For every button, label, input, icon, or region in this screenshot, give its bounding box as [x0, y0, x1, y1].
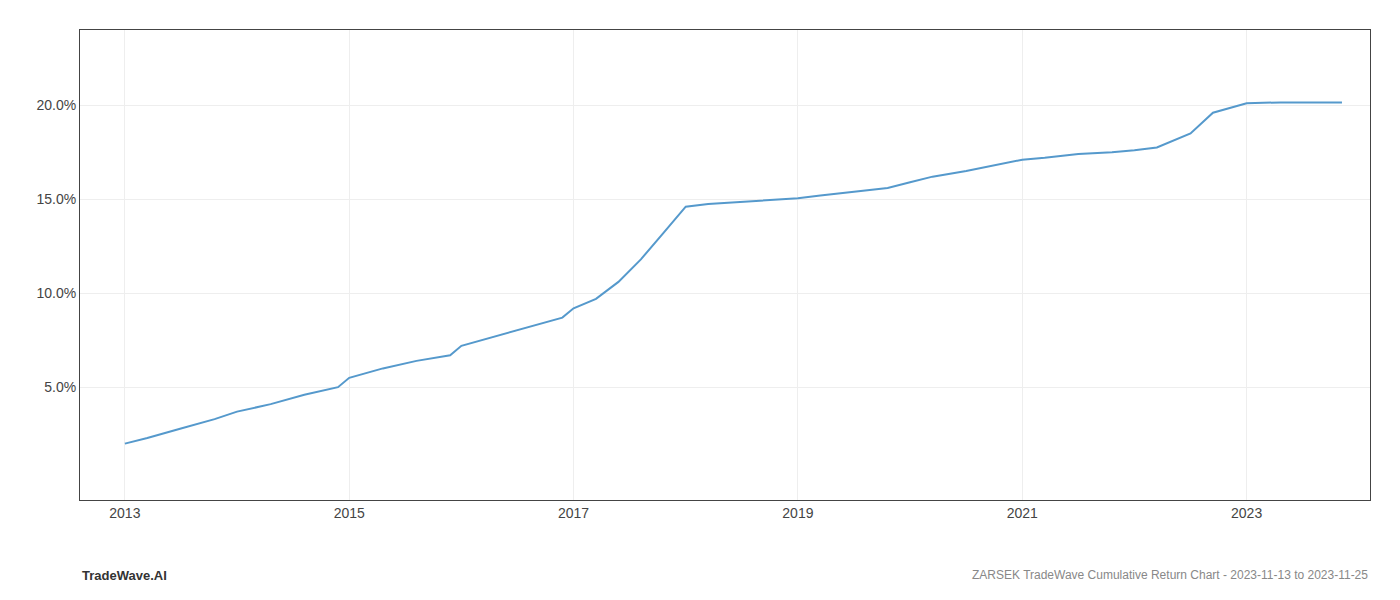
svg-text:TradeWave.AI: TradeWave.AI: [82, 568, 167, 583]
svg-text:2013: 2013: [109, 505, 140, 521]
svg-text:2019: 2019: [782, 505, 813, 521]
svg-text:2023: 2023: [1231, 505, 1262, 521]
svg-text:15.0%: 15.0%: [36, 191, 76, 207]
svg-text:5.0%: 5.0%: [44, 379, 76, 395]
svg-text:10.0%: 10.0%: [36, 285, 76, 301]
svg-text:20.0%: 20.0%: [36, 97, 76, 113]
svg-text:2015: 2015: [334, 505, 365, 521]
svg-text:2017: 2017: [558, 505, 589, 521]
svg-text:ZARSEK TradeWave Cumulative Re: ZARSEK TradeWave Cumulative Return Chart…: [972, 568, 1368, 582]
svg-text:2021: 2021: [1007, 505, 1038, 521]
